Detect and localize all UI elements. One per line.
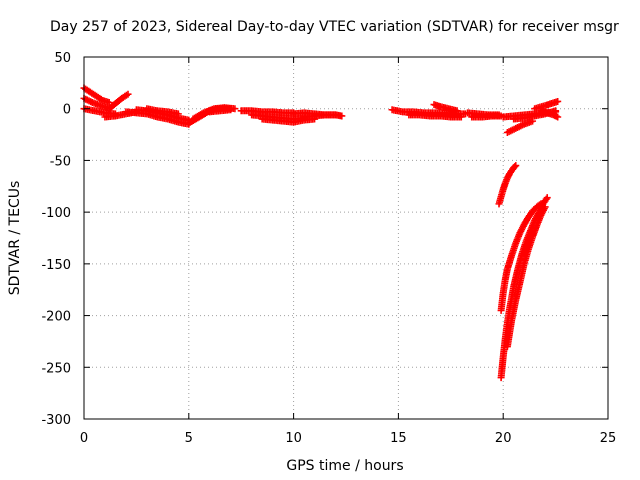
data-point [529, 117, 537, 125]
x-tick-label: 25 [600, 431, 617, 446]
y-axis-label: SDTVAR / TECUs [7, 181, 23, 296]
y-tick-label: -150 [41, 258, 71, 273]
y-tick-label: -50 [50, 154, 71, 169]
x-tick-label: 10 [285, 431, 302, 446]
plot-frame [83, 56, 609, 420]
y-tick-label: -250 [41, 361, 71, 376]
y-tick-label: -100 [41, 206, 71, 221]
x-tick-label: 0 [80, 431, 88, 446]
data-point [174, 110, 182, 118]
y-tick-label: 0 [63, 103, 71, 118]
data-point [543, 194, 551, 202]
data-point [512, 162, 520, 170]
x-axis-label: GPS time / hours [286, 458, 403, 474]
data-point [457, 113, 465, 121]
data-point [124, 90, 132, 98]
data-point [105, 99, 113, 107]
x-tick-label: 15 [390, 431, 407, 446]
y-tick-label: -300 [41, 413, 71, 428]
data-point [231, 105, 239, 113]
data-point-fill [511, 163, 519, 171]
data-point [453, 107, 461, 115]
data-point [554, 97, 562, 105]
y-tick-label: -200 [41, 310, 71, 325]
chart-title: Day 257 of 2023, Sidereal Day-to-day VTE… [50, 19, 619, 35]
data-point [554, 113, 562, 121]
data-point [338, 112, 346, 120]
data-point [332, 111, 340, 119]
data-points [80, 84, 562, 382]
data-point [227, 106, 235, 114]
x-tick-label: 5 [185, 431, 193, 446]
x-tick-label: 20 [495, 431, 512, 446]
y-tick-label: 50 [54, 51, 71, 66]
data-point [541, 203, 549, 211]
axis-ticks: 50 0 -50 -100 -150 -200 -250 -300 0 5 10 15 20 25 [41, 51, 616, 446]
